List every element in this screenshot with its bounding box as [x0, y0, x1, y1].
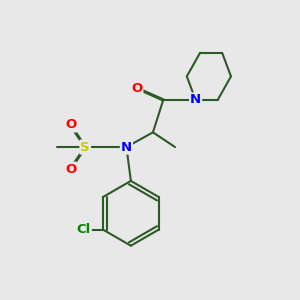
Text: O: O	[65, 118, 76, 131]
Text: N: N	[190, 93, 201, 106]
Text: N: N	[121, 141, 132, 154]
Text: O: O	[131, 82, 142, 95]
Text: S: S	[80, 141, 90, 154]
Text: Cl: Cl	[76, 223, 91, 236]
Text: O: O	[65, 163, 76, 176]
